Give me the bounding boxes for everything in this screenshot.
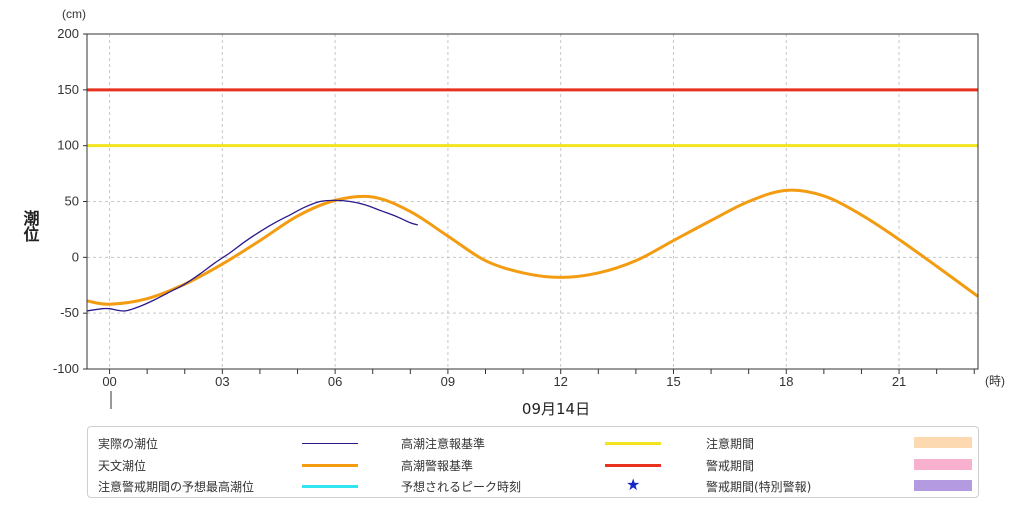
- series-lines: [86, 188, 979, 312]
- y-tick-label: 100: [57, 138, 79, 153]
- legend-label: 警戒期間(特別警報): [706, 480, 812, 494]
- legend-label: 警戒期間: [706, 459, 755, 473]
- legend-label: 天文潮位: [98, 459, 147, 473]
- x-tick-label: 12: [553, 374, 567, 389]
- y-tick-label: 150: [57, 82, 79, 97]
- x-tick-label: 03: [215, 374, 229, 389]
- legend: 実際の潮位天文潮位注意警戒期間の予想最高潮位 高潮注意報基準 高潮警報基準予想される…: [87, 426, 979, 498]
- legend-swatch-box: [914, 480, 972, 491]
- legend-label: 注意期間: [706, 437, 755, 451]
- y-axis-label: 潮位: [21, 209, 40, 243]
- x-date-label: 09月14日: [522, 400, 590, 418]
- y-tick-label: -100: [53, 361, 79, 376]
- legend-swatch-line: [605, 464, 661, 467]
- grid-lines: [87, 34, 978, 369]
- observed-tide-line: [86, 199, 419, 312]
- legend-swatch-line: [302, 464, 358, 467]
- y-tick-label: 0: [72, 249, 79, 264]
- legend-label: 予想されるピーク時刻: [401, 480, 522, 494]
- star-icon: ★: [626, 475, 641, 494]
- y-tick-label: 200: [57, 26, 79, 41]
- reference-lines: [87, 88, 978, 148]
- legend-label: 実際の潮位: [98, 437, 159, 451]
- legend-label: 注意警戒期間の予想最高潮位: [98, 480, 255, 494]
- x-unit-label: (時): [985, 374, 1005, 388]
- x-tick-label: 21: [892, 374, 906, 389]
- legend-swatch-line: [605, 442, 661, 445]
- legend-swatch-box: [914, 459, 972, 470]
- x-tick-label: 00: [102, 374, 116, 389]
- legend-swatch-line: [302, 485, 358, 488]
- legend-swatch-box: [914, 437, 972, 448]
- x-tick-label: 15: [666, 374, 680, 389]
- y-tick-label: -50: [60, 305, 79, 320]
- y-unit-label: (cm): [62, 7, 86, 21]
- y-tick-labels: -100 -50 0 50 100 150 200: [53, 26, 87, 376]
- x-tick-label: 09: [441, 374, 455, 389]
- x-tick-labels: 00 03 06 09 12 15 18 21: [102, 369, 975, 389]
- x-tick-label: 06: [328, 374, 342, 389]
- legend-label: 高潮注意報基準: [401, 437, 486, 451]
- legend-label: 高潮警報基準: [401, 459, 474, 473]
- astronomical-tide-line: [86, 188, 979, 306]
- y-tick-label: 50: [65, 194, 79, 209]
- x-tick-label: 18: [779, 374, 793, 389]
- legend-swatch-line: [302, 443, 358, 444]
- tide-chart: -100 -50 0 50 100 150 200 00 03 06 09 12 15 18 21 (cm…: [21, 7, 1006, 418]
